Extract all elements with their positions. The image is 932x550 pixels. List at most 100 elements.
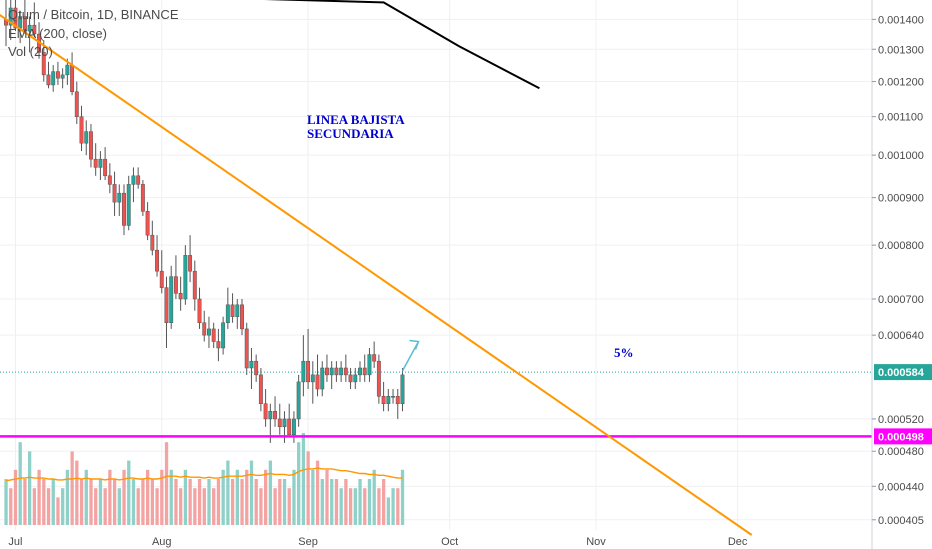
volume-bar [353, 488, 357, 525]
volume-bar [9, 488, 13, 525]
x-tick-label: Nov [586, 536, 606, 548]
candle-body [159, 270, 164, 288]
volume-bar [320, 479, 324, 525]
candle-body [126, 184, 131, 226]
candle-body [84, 131, 89, 144]
y-tick-label: 0.000480 [878, 446, 924, 458]
volume-bar [382, 479, 386, 525]
y-tick-label: 0.000405 [878, 515, 924, 527]
y-tick-label: 0.000700 [878, 294, 924, 306]
volume-bar [367, 479, 372, 525]
candle-body [244, 328, 249, 369]
volume-bar [377, 488, 381, 525]
candle-body [339, 367, 344, 376]
volume-bar [160, 469, 164, 525]
candle-body [55, 71, 60, 79]
volume-bar [330, 479, 334, 525]
candle-body [98, 158, 103, 168]
candle-body [46, 74, 51, 86]
volume-bar [240, 479, 244, 525]
support-price-tag-bg [874, 428, 932, 445]
candle-body [249, 360, 254, 369]
candle-body [164, 287, 169, 324]
volume-bar [334, 479, 339, 525]
volume-bar [268, 460, 273, 525]
candle-body [169, 276, 174, 324]
candle-body [296, 381, 301, 420]
volume-bar [13, 469, 18, 525]
candle-body [291, 418, 296, 436]
volume-bar [56, 497, 60, 525]
x-tick-label: Sep [298, 536, 318, 548]
candle-body [315, 374, 320, 390]
candle-body [268, 411, 273, 420]
volume-bar [193, 488, 197, 525]
volume-bar [103, 488, 107, 525]
volume-bar [278, 479, 282, 525]
volume-bar [297, 442, 301, 525]
candle-body [8, 7, 13, 26]
symbol-header[interactable]: Qtum / Bitcoin, 1D, BINANCE [8, 7, 179, 22]
volume-bar [155, 488, 159, 525]
x-tick-label: Oct [441, 536, 458, 548]
volume-bar [28, 451, 32, 525]
volume-bar [273, 488, 277, 525]
axis-panel [872, 0, 932, 550]
candle-body [183, 255, 188, 300]
candle-body [258, 374, 263, 404]
x-tick-label: Jul [8, 536, 22, 548]
volume-ma [5, 467, 403, 482]
volume-bar [249, 460, 254, 525]
volume-bar [396, 488, 400, 525]
candle-body [372, 354, 377, 362]
candle-body [395, 396, 400, 404]
candle-body [65, 64, 70, 76]
candle-body [325, 367, 329, 376]
volume-bar [75, 460, 79, 525]
volume-bar [70, 451, 74, 525]
volume-bar [169, 469, 173, 525]
candle-body [41, 52, 46, 76]
volume-bar [84, 469, 88, 525]
candle-body [221, 322, 226, 349]
ema200-line [264, 0, 540, 90]
volume-bar [117, 488, 121, 525]
volume-bar [112, 479, 117, 525]
y-tick-label: 0.000520 [878, 414, 924, 426]
candle-body [282, 418, 287, 428]
volume-bar [386, 497, 391, 525]
candle-body [376, 360, 381, 397]
last-price-tag-label: 0.000584 [878, 367, 925, 379]
volume-ma-line [5, 467, 403, 482]
volume-bar [141, 479, 145, 525]
volume-bar [51, 479, 55, 525]
candle-body [216, 341, 221, 349]
volume-bar [122, 469, 126, 525]
volume-bar [230, 479, 235, 525]
volume-bar [174, 479, 178, 525]
candle-body [202, 322, 207, 336]
x-tick-label: Aug [152, 536, 172, 548]
y-tick-label: 0.001100 [878, 112, 923, 124]
candle-body [225, 304, 230, 324]
candle-body [74, 91, 79, 117]
candle-body [211, 328, 216, 342]
volume-bar [400, 469, 405, 525]
volume-bar [150, 479, 155, 525]
trend-label-line2: SECUNDARIA [307, 126, 394, 141]
volume-bar [348, 488, 353, 525]
volume-bar [358, 479, 362, 525]
y-tick-label: 0.000900 [878, 193, 924, 205]
y-tick-label: 0.001300 [878, 44, 924, 56]
candles [4, 0, 405, 443]
volume-legend[interactable]: Vol (20) [8, 44, 53, 59]
volume-bar [216, 479, 221, 525]
volume-bar [65, 469, 70, 525]
candle-body [273, 411, 277, 420]
candle-body [362, 367, 367, 376]
volume-bar [301, 433, 306, 525]
candle-body [254, 360, 259, 376]
ema-legend[interactable]: EMA (200, close) [8, 26, 107, 41]
